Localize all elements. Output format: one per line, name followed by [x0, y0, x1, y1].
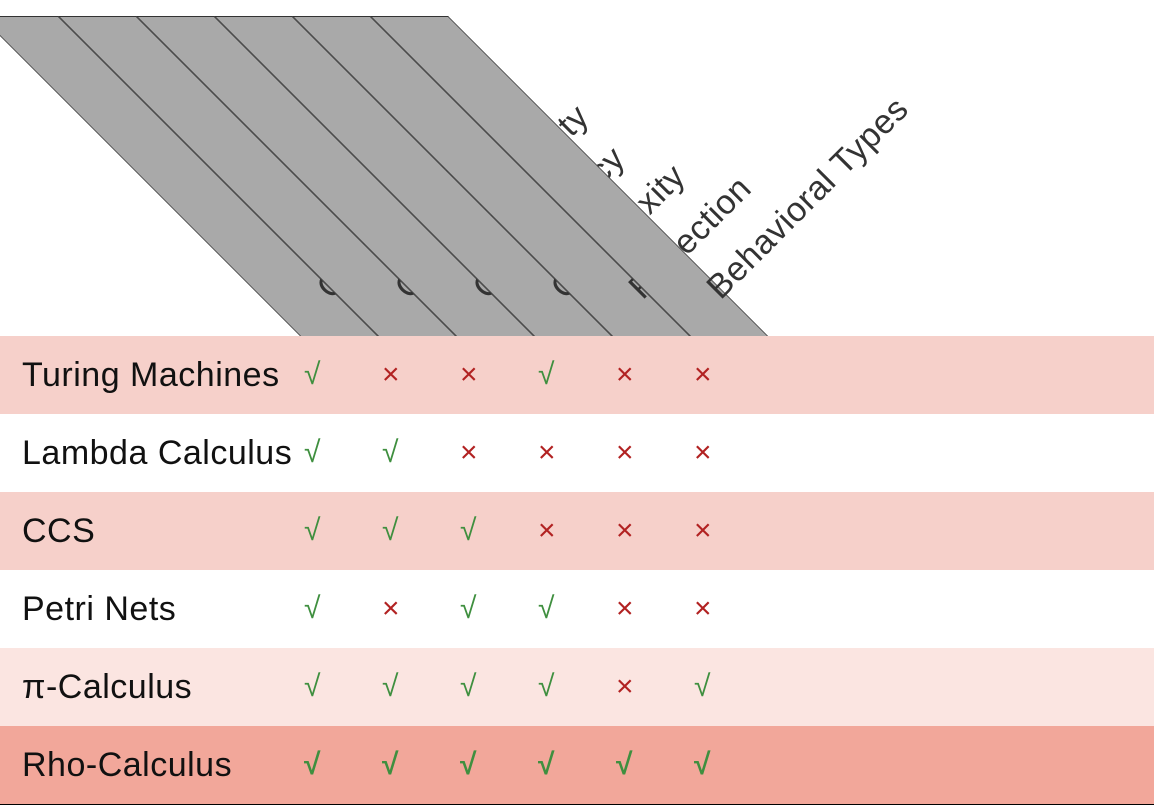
check-icon: √: [694, 670, 710, 704]
cell: ×: [378, 570, 456, 648]
cell: ×: [690, 570, 768, 648]
row-label: Turing Machines: [22, 356, 280, 395]
check-icon: √: [538, 670, 554, 704]
check-icon: √: [460, 748, 476, 782]
row-label: Petri Nets: [22, 590, 176, 629]
cell: √: [300, 570, 378, 648]
cell: √: [300, 726, 378, 804]
cell: ×: [456, 414, 534, 492]
cell: ×: [690, 336, 768, 414]
cell: ×: [534, 492, 612, 570]
table-row: Rho-Calculus √ √ √ √ √ √: [0, 726, 1154, 804]
cell: √: [534, 570, 612, 648]
check-icon: √: [304, 748, 320, 782]
table-row: Lambda Calculus √ √ × × × ×: [0, 414, 1154, 492]
comparison-matrix: CompletenessCompositionalityConcurrencyC…: [0, 0, 1154, 806]
cell: ×: [612, 414, 690, 492]
cross-icon: ×: [382, 358, 400, 392]
cross-icon: ×: [616, 592, 634, 626]
cross-icon: ×: [616, 514, 634, 548]
check-icon: √: [694, 748, 710, 782]
check-icon: √: [616, 748, 632, 782]
column-headers: CompletenessCompositionalityConcurrencyC…: [0, 0, 1154, 336]
check-icon: √: [382, 748, 398, 782]
check-icon: √: [460, 670, 476, 704]
cell: √: [534, 726, 612, 804]
cell: √: [300, 336, 378, 414]
cell: ×: [534, 414, 612, 492]
table-row: π-Calculus √ √ √ √ × √: [0, 648, 1154, 726]
check-icon: √: [304, 670, 320, 704]
check-icon: √: [538, 358, 554, 392]
cross-icon: ×: [616, 358, 634, 392]
cell: √: [300, 492, 378, 570]
cell: ×: [690, 414, 768, 492]
cell: √: [378, 414, 456, 492]
check-icon: √: [382, 436, 398, 470]
cell: √: [690, 648, 768, 726]
cross-icon: ×: [616, 670, 634, 704]
cell: ×: [612, 570, 690, 648]
check-icon: √: [382, 514, 398, 548]
cell: √: [534, 336, 612, 414]
check-icon: √: [460, 514, 476, 548]
bottom-rule: [0, 804, 1154, 805]
cell: ×: [690, 492, 768, 570]
cell: √: [456, 726, 534, 804]
cross-icon: ×: [694, 592, 712, 626]
row-label: Rho-Calculus: [22, 746, 232, 785]
cell: √: [456, 570, 534, 648]
check-icon: √: [538, 748, 554, 782]
cell: √: [300, 414, 378, 492]
cross-icon: ×: [694, 436, 712, 470]
cross-icon: ×: [694, 514, 712, 548]
cell: √: [534, 648, 612, 726]
check-icon: √: [304, 436, 320, 470]
row-label: CCS: [22, 512, 95, 551]
cell: √: [456, 648, 534, 726]
cell: ×: [612, 648, 690, 726]
table-row: Turing Machines √ × × √ × ×: [0, 336, 1154, 414]
check-icon: √: [460, 592, 476, 626]
cross-icon: ×: [460, 358, 478, 392]
cross-icon: ×: [460, 436, 478, 470]
cross-icon: ×: [694, 358, 712, 392]
cell: √: [378, 648, 456, 726]
row-label: π-Calculus: [22, 668, 192, 707]
cell: √: [300, 648, 378, 726]
cross-icon: ×: [538, 436, 556, 470]
table-row: Petri Nets √ × √ √ × ×: [0, 570, 1154, 648]
row-label: Lambda Calculus: [22, 434, 292, 473]
cell: ×: [612, 336, 690, 414]
cell: ×: [456, 336, 534, 414]
cross-icon: ×: [616, 436, 634, 470]
cell: √: [378, 726, 456, 804]
cell: ×: [378, 336, 456, 414]
cell: √: [690, 726, 768, 804]
cell: √: [456, 492, 534, 570]
check-icon: √: [538, 592, 554, 626]
cell: √: [612, 726, 690, 804]
check-icon: √: [304, 358, 320, 392]
check-icon: √: [382, 670, 398, 704]
cross-icon: ×: [538, 514, 556, 548]
check-icon: √: [304, 514, 320, 548]
cell: ×: [612, 492, 690, 570]
check-icon: √: [304, 592, 320, 626]
table-row: CCS √ √ √ × × ×: [0, 492, 1154, 570]
cell: √: [378, 492, 456, 570]
cross-icon: ×: [382, 592, 400, 626]
